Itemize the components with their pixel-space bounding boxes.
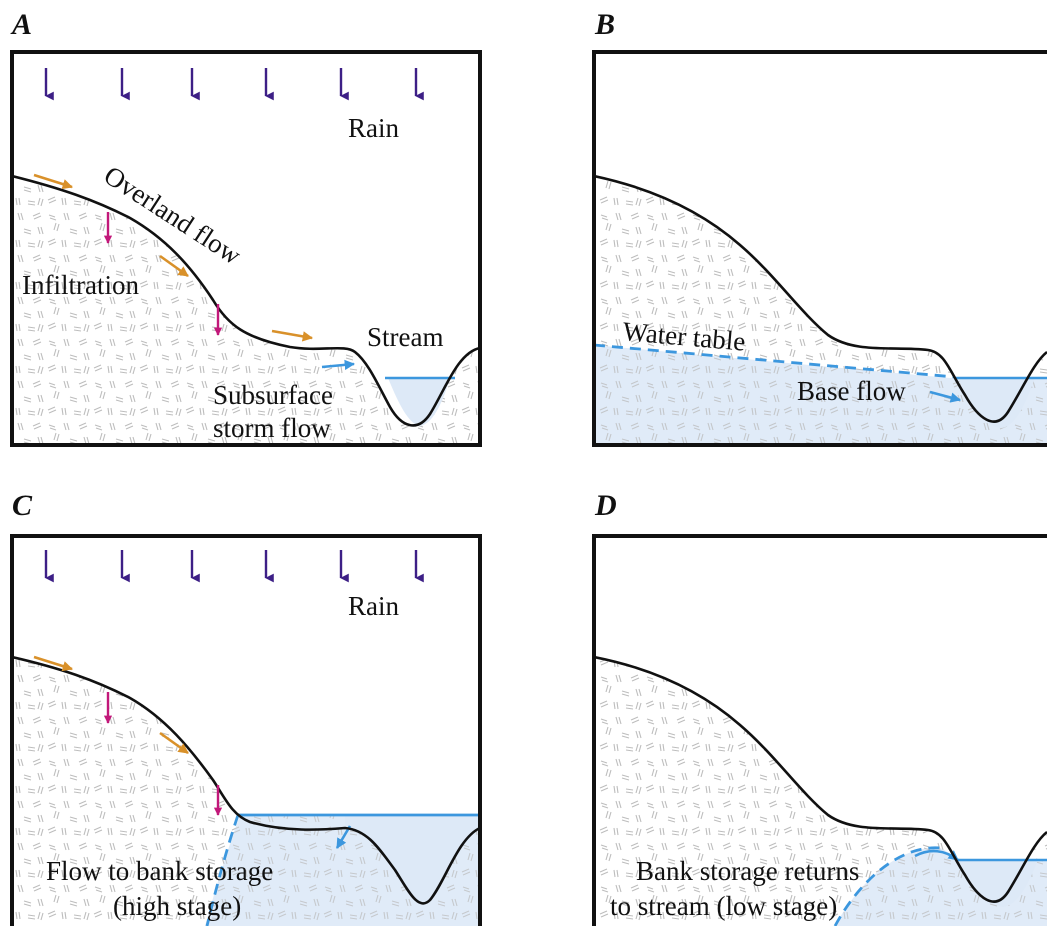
frame-c <box>10 534 482 926</box>
infiltration-label-a: Infiltration <box>22 270 139 300</box>
high-stage-label-c: (high stage) <box>113 891 241 921</box>
panel-b-letter: B <box>594 8 615 41</box>
base-flow-label-b: Base flow <box>797 376 906 406</box>
panel-a-letter: A <box>10 8 32 41</box>
stream-water-a <box>388 378 450 426</box>
frame-a <box>10 50 482 447</box>
soil-a <box>12 176 480 445</box>
ground-surface-c <box>12 655 480 905</box>
rain-label-c: Rain <box>348 591 399 621</box>
bank-storage-boundary-c <box>205 814 240 926</box>
base-flow-arrow-b <box>929 390 962 403</box>
ground-surface-a <box>12 174 480 427</box>
low-stage-label-d: to stream (low stage) <box>610 891 837 921</box>
ground-surface-d <box>594 655 1047 903</box>
panel-c-letter: C <box>12 489 33 522</box>
subsurface-flow-arrow-a <box>321 359 356 371</box>
stream-label-a: Stream <box>367 322 443 352</box>
panel-b: B Water table Base flow <box>592 8 1047 447</box>
water-table-line-b <box>594 343 956 379</box>
panel-c: C Rain Flow to ban <box>10 489 482 926</box>
panel-d-letter: D <box>594 489 617 522</box>
stream-water-d <box>958 860 1038 907</box>
frame-d <box>592 534 1047 926</box>
rain-label-a: Rain <box>348 113 399 143</box>
bank-storage-label-c: Flow to bank storage <box>46 856 273 886</box>
bank-storage-boundary-d <box>833 846 941 926</box>
bank-returns-label-d: Bank storage returns <box>636 856 859 886</box>
panel-a: A Rain Overland flow <box>10 8 482 447</box>
frame-b <box>592 50 1047 447</box>
rain-arrows-c <box>44 550 424 583</box>
infiltration-arrows-c <box>103 692 223 816</box>
infiltration-arrows-a <box>103 212 223 336</box>
stream-water-c <box>345 815 480 904</box>
panel-d: D Bank storage returns to stream (low st… <box>592 489 1047 926</box>
rain-arrows-a <box>44 68 424 101</box>
ground-surface-b <box>594 174 1047 423</box>
overland-flow-arrows-a <box>33 173 314 342</box>
stream-water-b <box>958 378 1035 428</box>
overland-flow-arrows-c <box>33 655 189 755</box>
subsurface-label-a: Subsurface <box>213 380 333 410</box>
storm-flow-label-a: storm flow <box>213 413 331 443</box>
